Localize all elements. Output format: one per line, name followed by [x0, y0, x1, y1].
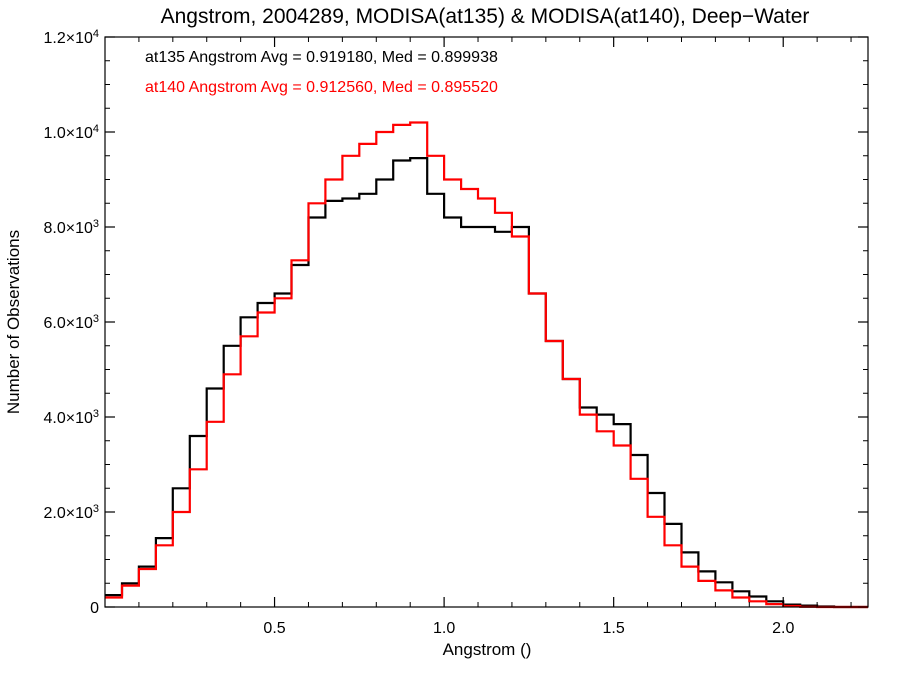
series-line-1 — [105, 121, 868, 609]
y-tick-label-4: 8.0×103 — [43, 218, 99, 237]
x-tick-label-3: 2.0 — [772, 620, 794, 637]
x-axis-label: Angstrom () — [443, 640, 532, 659]
plot-frame — [104, 36, 869, 608]
y-tick-label-2: 4.0×103 — [43, 408, 99, 427]
x-tick-label-2: 1.5 — [603, 620, 625, 637]
tick-layer: 0.5 1.0 1.5 2.0 0 2.0×103 4.0×103 6.0×103 8.0×10… — [43, 28, 868, 637]
y-axis-label: Number of Observations — [4, 230, 23, 414]
annotation-at140-stats: at140 Angstrom Avg = 0.912560, Med = 0.8… — [145, 79, 498, 96]
series-line-0 — [105, 157, 868, 609]
annotation-at135-stats: at135 Angstrom Avg = 0.919180, Med = 0.8… — [145, 49, 498, 66]
x-tick-label-0: 0.5 — [263, 620, 285, 637]
y-tick-label-0: 0 — [90, 600, 99, 617]
y-tick-label-6: 1.2×104 — [43, 28, 99, 47]
chart-title: Angstrom, 2004289, MODISA(at135) & MODIS… — [161, 5, 810, 28]
y-tick-label-1: 2.0×103 — [43, 503, 99, 522]
x-tick-label-1: 1.0 — [433, 620, 455, 637]
y-tick-label-5: 1.0×104 — [43, 123, 99, 142]
series-layer — [105, 121, 868, 609]
y-tick-label-3: 6.0×103 — [43, 313, 99, 332]
